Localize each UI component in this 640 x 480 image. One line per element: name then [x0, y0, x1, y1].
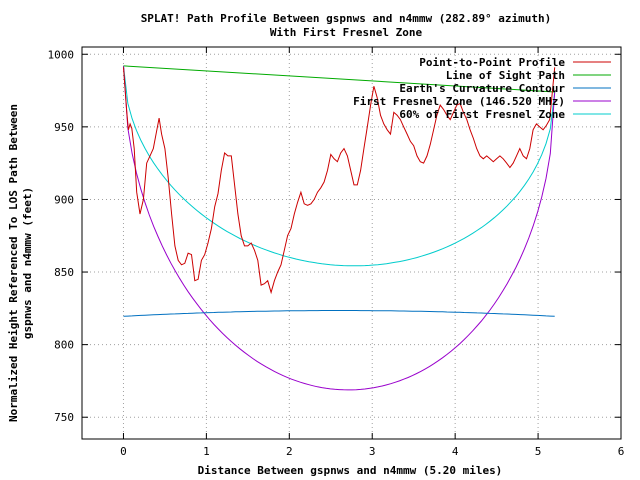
y-tick-label: 900	[54, 193, 74, 206]
plot-frame	[81, 46, 622, 440]
y-tick-label: 800	[54, 339, 74, 352]
series-line-line-of-sight-path	[123, 65, 555, 93]
legend-label: 60% of First Fresnel Zone	[399, 108, 565, 121]
y-tick-label: 850	[54, 266, 74, 279]
axis-ticks	[82, 47, 622, 439]
chart-title-line1: SPLAT! Path Profile Between gspnws and n…	[141, 12, 552, 25]
chart-title-line2: With First Fresnel Zone	[270, 26, 423, 39]
x-tick-label: 5	[535, 445, 542, 458]
x-tick-label: 1	[203, 445, 210, 458]
series-line-point-to-point-profile	[123, 67, 556, 295]
series-layer	[123, 65, 556, 391]
series-line-earth-s-curvature-contour	[123, 310, 555, 317]
axis-tick-labels: 0 1 2 3 4 5 6 750 800 850 900 950 1000	[48, 48, 625, 458]
legend-label: Point-to-Point Profile	[419, 56, 565, 69]
legend-label: Earth's Curvature Contour	[399, 82, 565, 95]
y-axis-title-line1: Normalized Height Referenced To LOS Path…	[7, 104, 20, 422]
x-tick-label: 3	[369, 445, 376, 458]
x-tick-label: 0	[120, 445, 127, 458]
y-tick-label: 1000	[48, 48, 75, 61]
y-tick-label: 950	[54, 121, 74, 134]
legend-label: Line of Sight Path	[446, 69, 565, 82]
y-tick-label: 750	[54, 411, 74, 424]
series-line-first-fresnel-zone-146-520-mhz	[123, 65, 556, 391]
series-line-60-of-first-fresnel-zone	[123, 65, 556, 267]
x-tick-label: 2	[286, 445, 293, 458]
x-axis-title: Distance Between gspnws and n4mmw (5.20 …	[198, 464, 503, 477]
legend-label: First Fresnel Zone (146.520 MHz)	[353, 95, 565, 108]
y-axis-title-line2: gspnws and n4mmw (feet)	[21, 187, 34, 339]
x-tick-label: 4	[452, 445, 459, 458]
x-tick-label: 6	[618, 445, 625, 458]
